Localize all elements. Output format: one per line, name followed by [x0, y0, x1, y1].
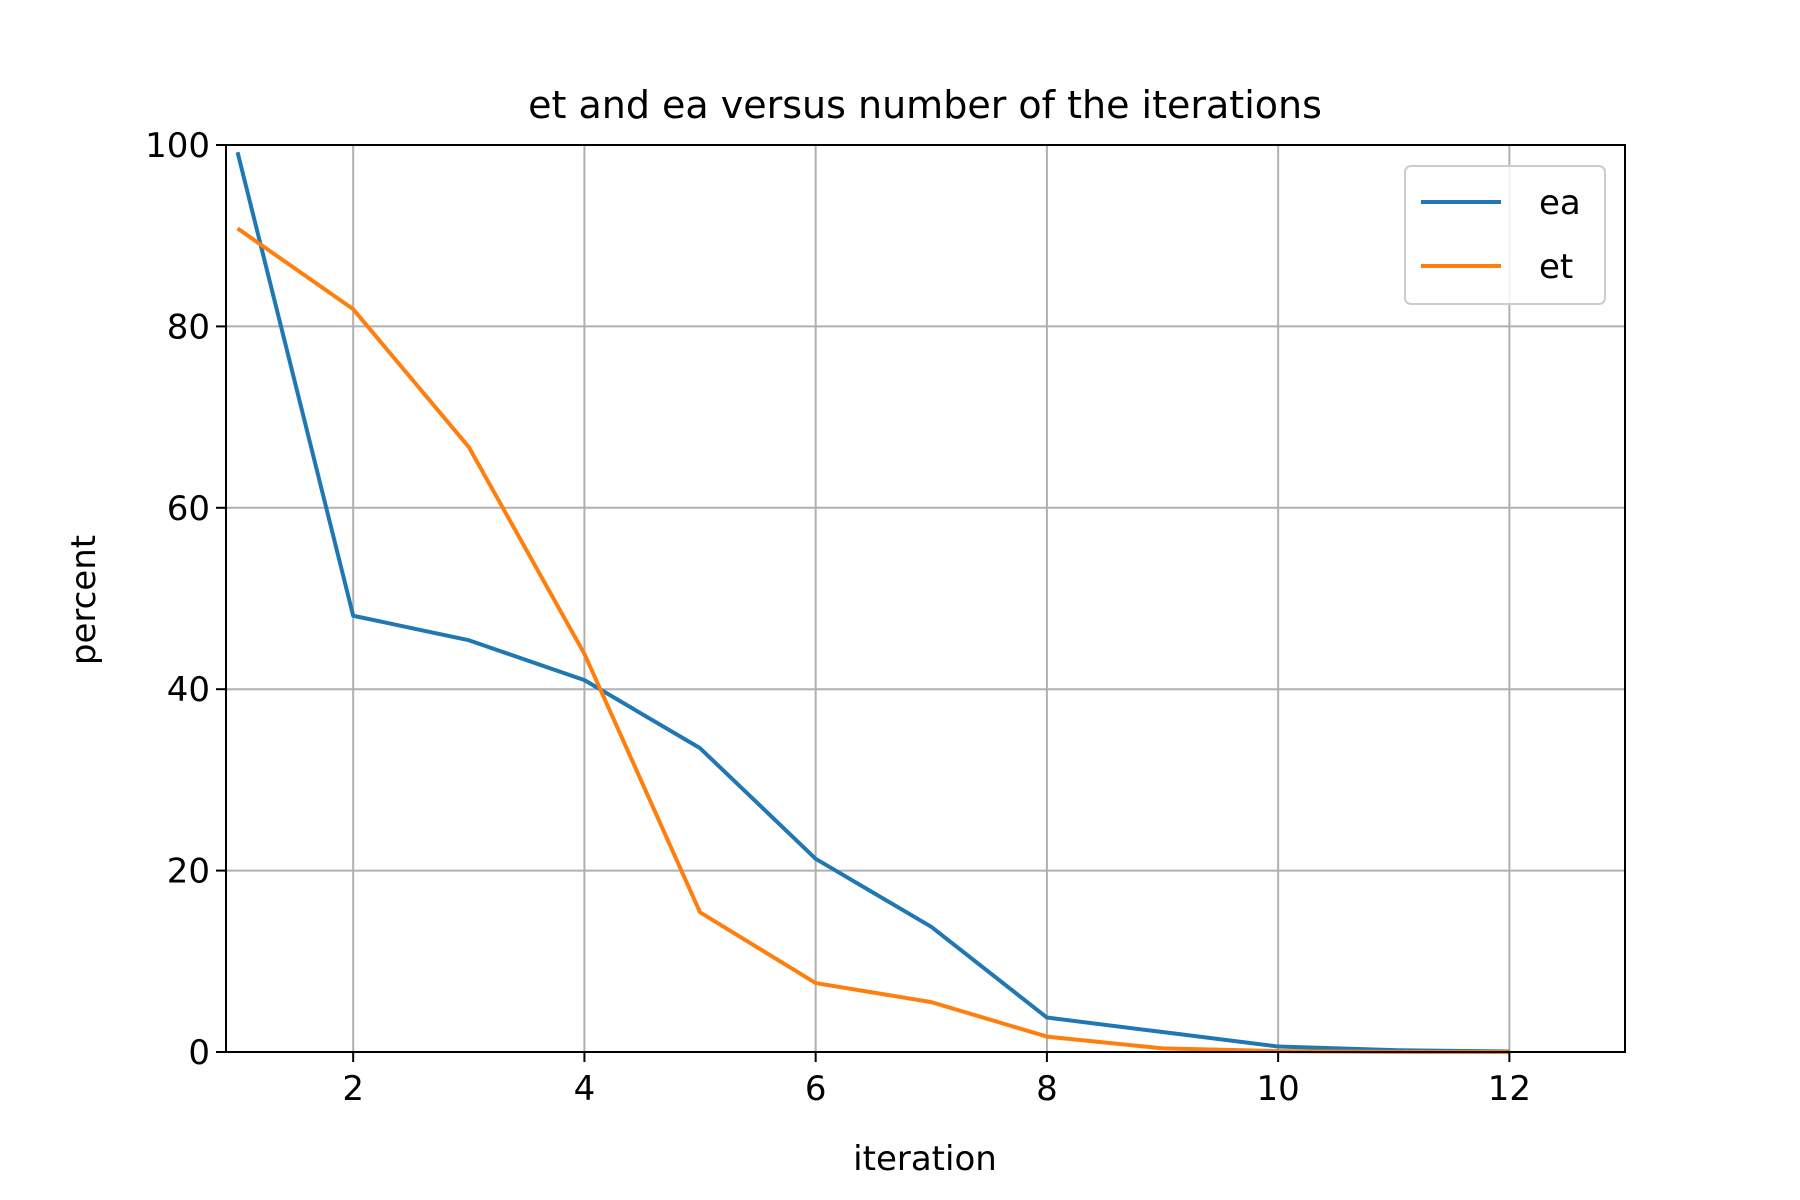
legend-label-et: et — [1539, 247, 1573, 287]
x-tick-label: 10 — [1257, 1069, 1300, 1109]
x-tick-label: 8 — [1036, 1069, 1058, 1109]
x-axis-label: iteration — [853, 1139, 997, 1179]
x-tick-label: 12 — [1488, 1069, 1531, 1109]
x-tick-label: 6 — [805, 1069, 827, 1109]
legend: ea et — [1404, 165, 1606, 305]
grid — [226, 144, 1625, 1053]
legend-label-ea: ea — [1539, 183, 1581, 223]
y-tick-label: 100 — [145, 126, 210, 166]
x-tick-label: 4 — [574, 1069, 596, 1109]
y-tick-label: 20 — [167, 852, 210, 892]
chart-title: et and ea versus number of the iteration… — [528, 83, 1322, 127]
plot-frame — [225, 144, 1626, 1053]
y-axis-label: percent — [64, 535, 104, 665]
y-tick-label: 80 — [167, 307, 210, 347]
x-tick-label: 2 — [342, 1069, 364, 1109]
series-line-ea — [235, 151, 1510, 1054]
y-tick-label: 0 — [188, 1033, 210, 1073]
ticks: 2 4 6 8 10 12 0 20 40 60 80 100 — [145, 126, 1531, 1109]
y-tick-label: 60 — [167, 489, 210, 529]
y-tick-label: 40 — [167, 670, 210, 710]
